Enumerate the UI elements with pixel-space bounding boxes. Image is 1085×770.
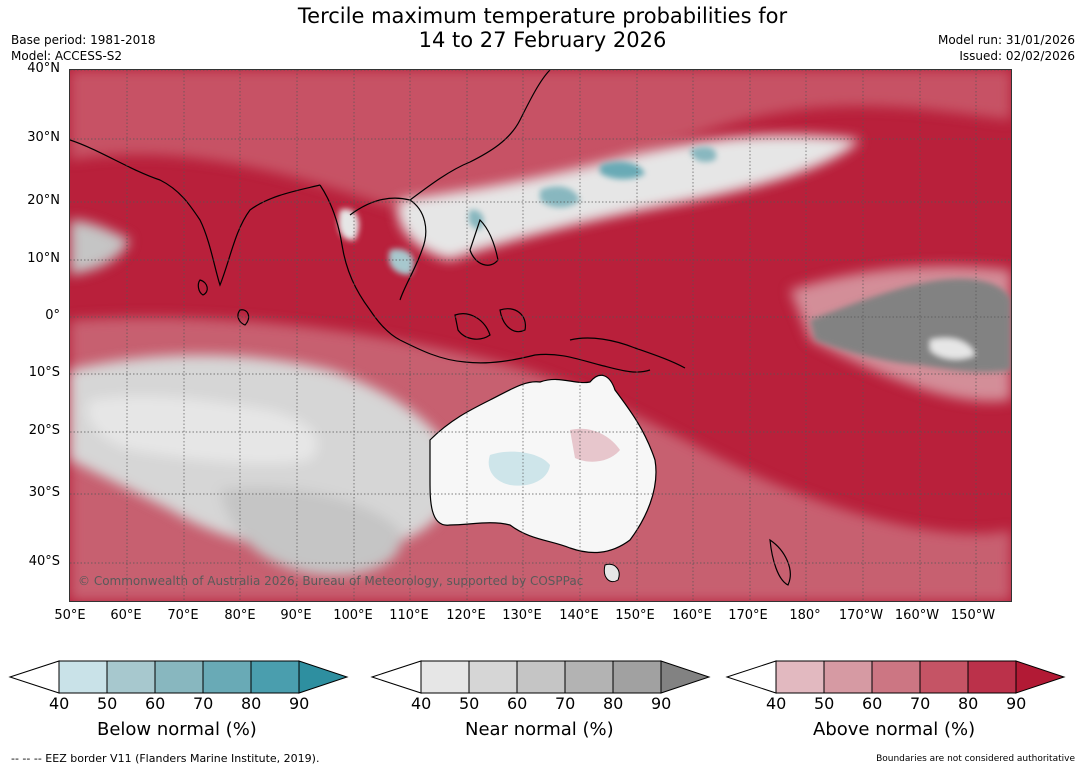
copyright-notice: © Commonwealth of Australia 2026, Bureau… — [78, 574, 584, 588]
lon-label-60e: 60°E — [110, 608, 142, 623]
colorbar-near-swatch-3 — [516, 660, 566, 694]
base-period: Base period: 1981-2018 — [11, 33, 156, 47]
cb-above-tick-90: 90 — [1006, 694, 1027, 713]
title-line-2: 14 to 27 February 2026 — [418, 28, 667, 52]
colorbar-above-min-cap — [725, 660, 777, 694]
colorbar-below-max-cap — [298, 660, 349, 694]
lon-label-170w: 170°W — [838, 608, 884, 623]
colorbar-near — [370, 660, 711, 694]
below-normal-regions — [338, 146, 717, 275]
cb-below-tick-40: 40 — [49, 694, 70, 713]
model-name: Model: ACCESS-S2 — [11, 49, 123, 63]
eez-border-note: -- -- -- EEZ border V11 (Flanders Marine… — [11, 752, 320, 765]
cb-near-tick-60: 60 — [507, 694, 528, 713]
lon-label-100e: 100°E — [333, 608, 373, 623]
colorbar-near-title: Near normal (%) — [465, 719, 614, 740]
map-area — [69, 69, 1012, 602]
lon-label-140e: 140°E — [559, 608, 599, 623]
colorbar-above-swatch-4 — [919, 660, 969, 694]
title-line-1: Tercile maximum temperature probabilitie… — [297, 4, 788, 28]
issued-date: Issued: 02/02/2026 — [959, 49, 1075, 63]
colorbar-below — [8, 660, 349, 694]
cb-above-tick-70: 70 — [910, 694, 931, 713]
lat-label-equator: 0° — [45, 308, 60, 323]
lat-label-30s: 30°S — [28, 485, 60, 500]
lon-label-160w: 160°W — [894, 608, 940, 623]
lon-label-120e: 120°E — [446, 608, 486, 623]
cb-below-tick-90: 90 — [289, 694, 310, 713]
cb-near-tick-90: 90 — [651, 694, 672, 713]
cb-below-tick-70: 70 — [193, 694, 214, 713]
cb-near-tick-80: 80 — [603, 694, 624, 713]
model-run: Model run: 31/01/2026 — [937, 33, 1075, 47]
cb-near-tick-40: 40 — [411, 694, 432, 713]
colorbar-near-min-cap — [370, 660, 422, 694]
colorbar-near-swatch-4 — [564, 660, 614, 694]
lat-label-10n: 10°N — [27, 251, 60, 266]
meta-left: Base period: 1981-2018 Model: ACCESS-S2 — [11, 32, 156, 64]
colorbars — [8, 660, 1066, 694]
lon-label-150e: 150°E — [615, 608, 655, 623]
graticule — [70, 70, 1011, 601]
colorbar-below-swatch-3 — [154, 660, 204, 694]
coastlines — [70, 70, 791, 586]
colorbar-near-swatch-5 — [612, 660, 662, 694]
colorbar-above-swatch-2 — [823, 660, 873, 694]
cb-above-tick-60: 60 — [862, 694, 883, 713]
colorbar-below-swatch-1 — [58, 660, 108, 694]
cb-above-tick-80: 80 — [958, 694, 979, 713]
cb-below-tick-50: 50 — [97, 694, 118, 713]
colorbar-below-swatch-4 — [202, 660, 252, 694]
lon-label-90e: 90°E — [280, 608, 312, 623]
lon-label-110e: 110°E — [389, 608, 429, 623]
lon-label-80e: 80°E — [224, 608, 256, 623]
australia-region — [429, 374, 657, 583]
lat-label-40n: 40°N — [27, 61, 60, 76]
lon-label-130e: 130°E — [502, 608, 542, 623]
lat-label-40s: 40°S — [28, 554, 60, 569]
colorbar-below-swatch-5 — [250, 660, 300, 694]
near-normal-regions — [70, 135, 860, 576]
colorbar-near-swatch-2 — [468, 660, 518, 694]
cb-below-tick-80: 80 — [241, 694, 262, 713]
colorbar-near-max-cap — [660, 660, 711, 694]
lon-label-150w: 150°W — [950, 608, 996, 623]
colorbar-above-swatch-1 — [775, 660, 825, 694]
colorbar-below-swatch-2 — [106, 660, 156, 694]
lat-label-10s: 10°S — [28, 365, 60, 380]
meta-right: Model run: 31/01/2026 Issued: 02/02/2026 — [938, 32, 1075, 64]
lat-label-20n: 20°N — [27, 193, 60, 208]
map-canvas — [70, 70, 1011, 601]
pacific-near-normal — [810, 278, 1011, 373]
cb-near-tick-70: 70 — [555, 694, 576, 713]
lon-label-160e: 160°E — [672, 608, 712, 623]
cb-near-tick-50: 50 — [459, 694, 480, 713]
lon-label-50e: 50°E — [54, 608, 86, 623]
map-title: Tercile maximum temperature probabilitie… — [0, 4, 1085, 52]
cb-below-tick-60: 60 — [145, 694, 166, 713]
colorbar-below-title: Below normal (%) — [97, 719, 257, 740]
lon-label-180: 180° — [789, 608, 821, 623]
cb-above-tick-40: 40 — [766, 694, 787, 713]
lat-label-30n: 30°N — [27, 130, 60, 145]
boundaries-disclaimer: Boundaries are not considered authoritat… — [876, 754, 1075, 764]
colorbar-above-swatch-5 — [967, 660, 1017, 694]
colorbar-near-swatch-1 — [420, 660, 470, 694]
lon-label-170e: 170°E — [728, 608, 768, 623]
colorbar-above-max-cap — [1015, 660, 1066, 694]
lon-label-70e: 70°E — [167, 608, 199, 623]
colorbar-below-min-cap — [8, 660, 60, 694]
cb-above-tick-50: 50 — [814, 694, 835, 713]
colorbar-above-swatch-3 — [871, 660, 921, 694]
lat-label-20s: 20°S — [28, 423, 60, 438]
colorbar-above — [725, 660, 1066, 694]
colorbar-above-title: Above normal (%) — [813, 719, 976, 740]
